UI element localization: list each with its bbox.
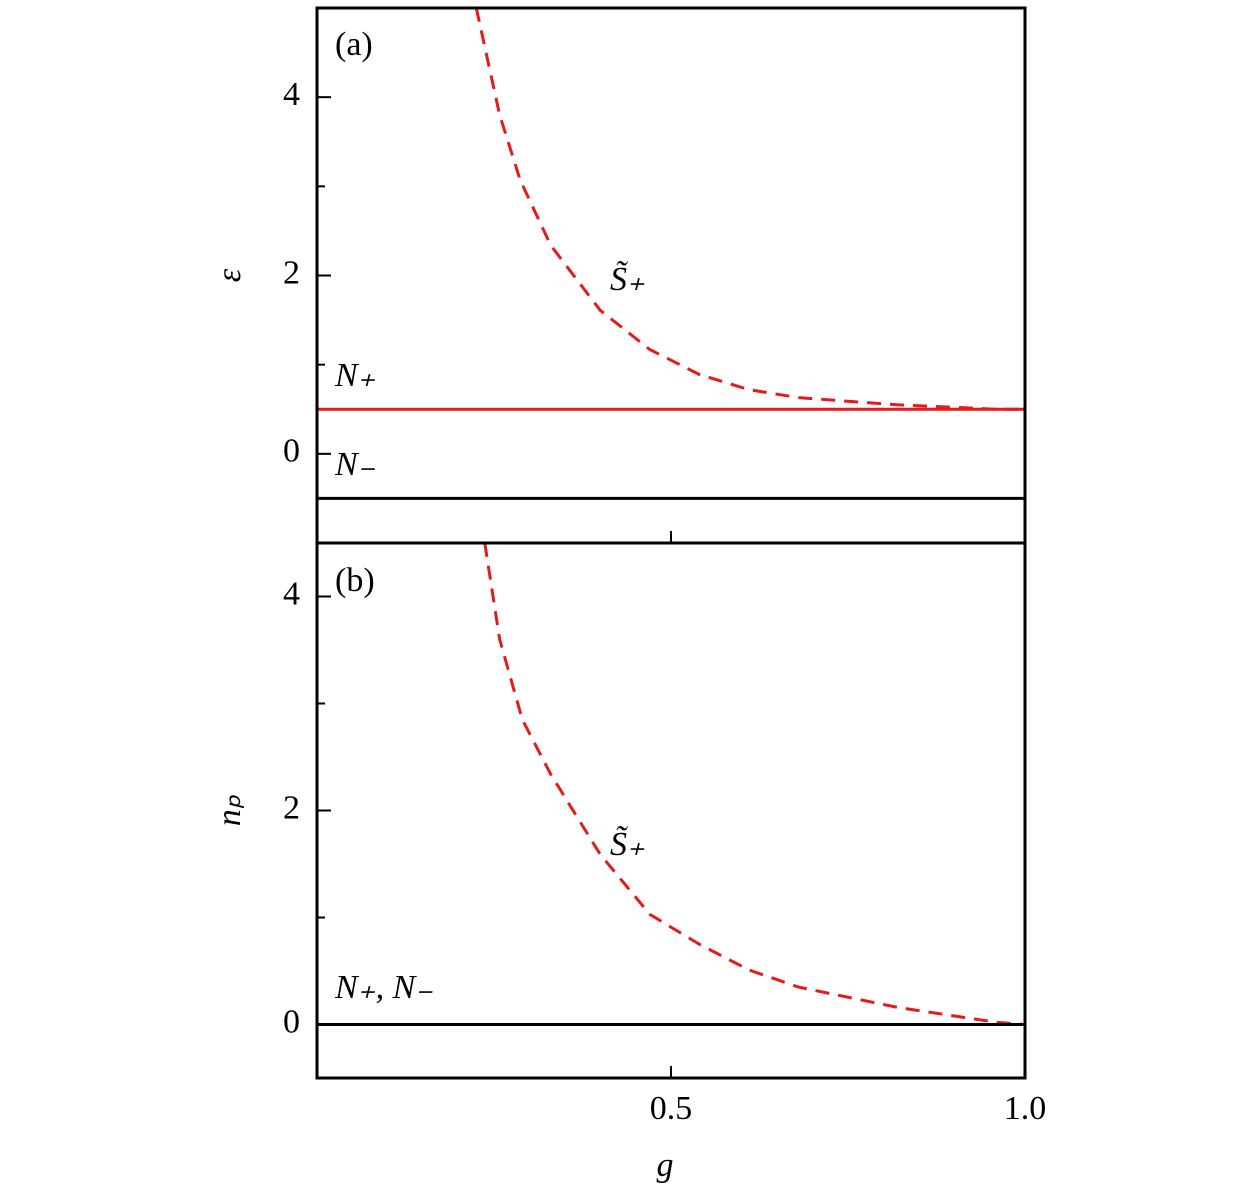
series-label: N₋ [334,446,376,483]
dashed-curve [474,7,1025,411]
y-axis-label: nₚ [211,794,248,826]
dashed-curve [483,542,1026,1026]
y-tick-label: 0 [283,433,300,470]
y-tick-label: 0 [283,1003,300,1040]
y-tick-label: 4 [283,76,300,113]
panel-label: (a) [335,26,373,63]
y-tick-label: 4 [283,575,300,612]
x-tick-label: 0.5 [650,1090,693,1127]
y-tick-label: 2 [283,789,300,826]
plot-frame [315,541,1027,1080]
y-tick-label: 2 [283,254,300,291]
series-label: S̃₊ [610,260,645,298]
x-axis-label: g [657,1147,674,1184]
panel-label: (b) [335,562,375,599]
series-label: N₊ [334,357,376,394]
series-label: S̃₊ [610,825,645,863]
x-tick-label: 1.0 [1004,1090,1047,1127]
plot-frame [315,6,1027,545]
series-label: N₊, N₋ [334,969,433,1006]
y-axis-label: ε [211,268,248,282]
